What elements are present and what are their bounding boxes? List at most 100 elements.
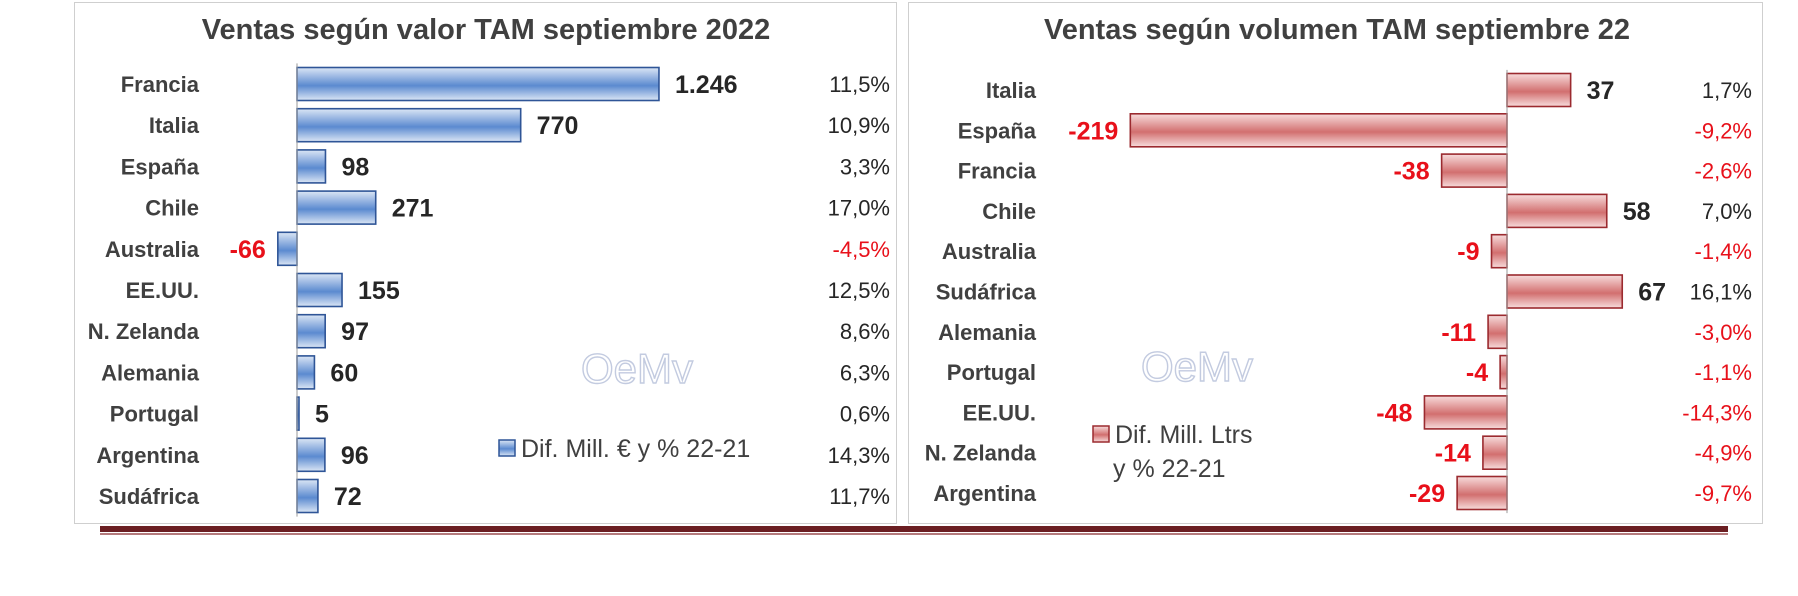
pct-label-australia: -1,4% <box>1695 239 1752 264</box>
bar-sudafrica <box>1506 274 1624 309</box>
bar-chile <box>296 190 377 225</box>
value-label-ee-uu: -48 <box>1376 399 1412 427</box>
legend-label: y % 22-21 <box>1113 455 1226 483</box>
bar-alemania <box>1487 314 1508 350</box>
category-label-francia: Francia <box>958 159 1037 184</box>
category-label-ee-uu: EE.UU. <box>126 278 199 303</box>
value-label-portugal: 5 <box>315 401 329 429</box>
category-label-sudafrica: Sudáfrica <box>99 484 200 509</box>
value-label-francia: -38 <box>1393 158 1429 186</box>
value-label-sudafrica: 67 <box>1638 279 1666 307</box>
pct-label-n-zelanda: 8,6% <box>840 319 890 344</box>
value-chart-panel: Ventas según valor TAM septiembre 2022 Fr… <box>74 2 897 524</box>
value-label-n-zelanda: 97 <box>341 318 369 346</box>
category-label-italia: Italia <box>149 113 200 138</box>
pct-label-australia: -4,5% <box>833 237 890 262</box>
bar-portugal <box>1499 354 1508 390</box>
value-label-espana: -219 <box>1068 117 1118 145</box>
value-label-sudafrica: 72 <box>334 483 362 511</box>
value-label-alemania: -11 <box>1441 319 1476 347</box>
chart-title: Ventas según valor TAM septiembre 2022 <box>202 14 770 46</box>
legend-swatch <box>498 439 516 457</box>
pct-label-ee-uu: 12,5% <box>828 278 890 303</box>
value-label-chile: 271 <box>392 195 434 223</box>
pct-label-alemania: 6,3% <box>840 360 890 385</box>
value-label-espana: 98 <box>341 153 369 181</box>
category-label-alemania: Alemania <box>101 360 200 385</box>
pct-label-argentina: -9,7% <box>1695 481 1752 506</box>
pct-label-ee-uu: -14,3% <box>1682 400 1752 425</box>
bar-alemania <box>296 355 316 390</box>
category-label-sudafrica: Sudáfrica <box>936 280 1037 305</box>
bar-argentina <box>296 437 326 473</box>
value-label-ee-uu: 155 <box>358 277 400 305</box>
category-label-australia: Australia <box>105 237 200 262</box>
category-label-alemania: Alemania <box>938 320 1037 345</box>
bar-ee-uu <box>1423 395 1508 430</box>
value-label-argentina: -29 <box>1409 480 1445 508</box>
bar-argentina <box>1456 475 1508 511</box>
category-label-ee-uu: EE.UU. <box>963 400 1036 425</box>
pct-label-sudafrica: 16,1% <box>1690 280 1752 305</box>
bar-italia <box>296 107 522 143</box>
value-label-australia: -66 <box>230 236 266 264</box>
pct-label-alemania: -3,0% <box>1695 320 1752 345</box>
bar-espana <box>1129 113 1508 148</box>
pct-label-italia: 1,7% <box>1702 78 1752 103</box>
bar-francia <box>1440 153 1508 188</box>
pct-label-argentina: 14,3% <box>828 443 890 468</box>
bar-sudafrica <box>296 478 319 514</box>
volume-chart: Ventas según volumen TAM septiembre 22 It… <box>925 14 1752 514</box>
bar-espana <box>296 149 327 184</box>
value-label-argentina: 96 <box>341 442 369 470</box>
category-label-australia: Australia <box>942 239 1037 264</box>
pct-label-chile: 17,0% <box>828 196 890 221</box>
pct-label-chile: 7,0% <box>1702 199 1752 224</box>
pct-label-francia: -2,6% <box>1695 159 1752 184</box>
category-label-argentina: Argentina <box>96 443 199 468</box>
category-label-argentina: Argentina <box>933 481 1036 506</box>
category-label-italia: Italia <box>986 78 1037 103</box>
legend-swatch <box>1092 425 1110 443</box>
pct-label-espana: 3,3% <box>840 154 890 179</box>
bar-chile <box>1506 193 1608 229</box>
category-label-chile: Chile <box>145 196 199 221</box>
pct-label-sudafrica: 11,7% <box>829 484 890 509</box>
bar-n-zelanda <box>296 313 326 349</box>
oemv-watermark-logo: OeMv <box>581 345 693 392</box>
footer-rule <box>100 526 1728 532</box>
bar-italia <box>1506 72 1572 108</box>
category-label-portugal: Portugal <box>110 402 199 427</box>
pct-label-francia: 11,5% <box>829 72 890 97</box>
value-label-portugal: -4 <box>1466 359 1488 387</box>
pct-label-n-zelanda: -4,9% <box>1695 441 1752 466</box>
footer-rule-shadow <box>100 533 1728 535</box>
category-label-n-zelanda: N. Zelanda <box>88 319 200 344</box>
category-label-espana: España <box>121 154 200 179</box>
value-label-italia: 37 <box>1587 77 1615 105</box>
oemv-watermark-logo: OeMv <box>1141 343 1253 390</box>
category-label-chile: Chile <box>982 199 1036 224</box>
value-label-italia: 770 <box>537 112 579 140</box>
value-label-alemania: 60 <box>330 359 358 387</box>
chart-title: Ventas según volumen TAM septiembre 22 <box>1044 14 1630 46</box>
pct-label-espana: -9,2% <box>1695 118 1752 143</box>
category-label-francia: Francia <box>121 72 200 97</box>
bar-ee-uu <box>296 272 343 308</box>
pct-label-portugal: 0,6% <box>840 402 890 427</box>
legend-label: Dif. Mill. Ltrs <box>1115 421 1253 449</box>
category-label-n-zelanda: N. Zelanda <box>925 441 1037 466</box>
legend-label: Dif. Mill. € y % 22-21 <box>521 435 750 463</box>
volume-chart-panel: Ventas según volumen TAM septiembre 22 It… <box>908 2 1763 524</box>
pct-label-portugal: -1,1% <box>1695 360 1752 385</box>
category-label-portugal: Portugal <box>947 360 1036 385</box>
bar-australia <box>1490 233 1508 269</box>
pct-label-italia: 10,9% <box>828 113 890 138</box>
value-chart: Ventas según valor TAM septiembre 2022 Fr… <box>88 14 890 517</box>
value-label-chile: 58 <box>1623 198 1651 226</box>
value-label-australia: -9 <box>1457 238 1479 266</box>
value-label-n-zelanda: -14 <box>1435 440 1471 468</box>
bar-australia <box>277 231 298 267</box>
bar-francia <box>296 66 660 102</box>
category-label-espana: España <box>958 118 1037 143</box>
